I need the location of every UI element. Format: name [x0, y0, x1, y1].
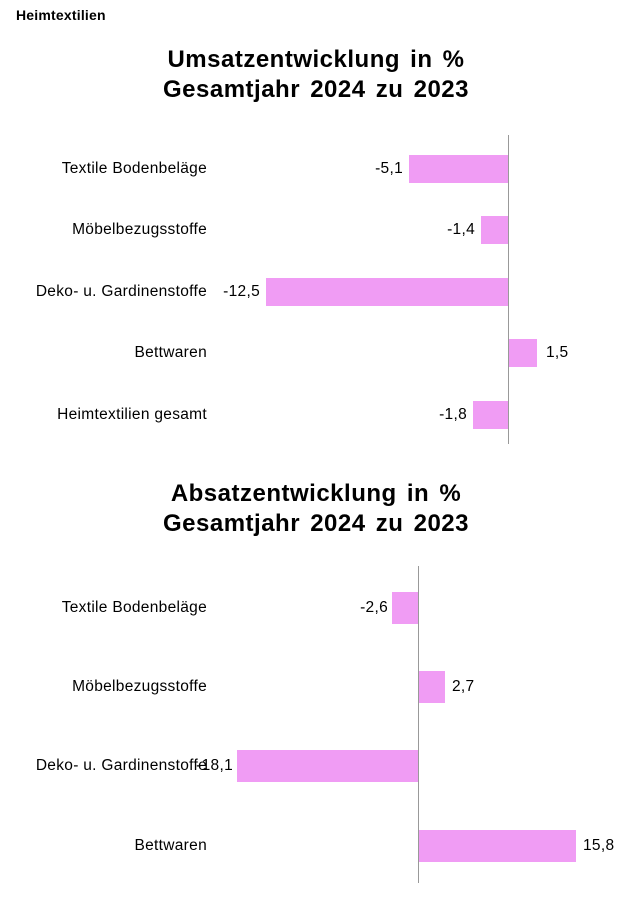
- chart-title-absatz: Absatzentwicklung in % Gesamtjahr 2024 z…: [0, 479, 632, 539]
- value-label: -5,1: [375, 160, 403, 177]
- category-label: Deko- u. Gardinenstoffe: [35, 283, 207, 300]
- bar: [418, 830, 576, 862]
- category-label: Deko- u. Gardinenstoffe: [35, 757, 207, 774]
- bar: [418, 671, 445, 703]
- chart-title-umsatz: Umsatzentwicklung in % Gesamtjahr 2024 z…: [0, 45, 632, 105]
- value-label: -2,6: [360, 599, 388, 616]
- bar: [266, 278, 508, 306]
- bar: [237, 750, 418, 782]
- category-label: Textile Bodenbeläge: [61, 599, 207, 616]
- value-label: -18,1: [196, 757, 233, 774]
- category-label: Bettwaren: [134, 344, 207, 361]
- value-label: 1,5: [546, 344, 569, 361]
- category-label: Textile Bodenbeläge: [61, 160, 207, 177]
- bar: [392, 592, 418, 624]
- category-label: Heimtextilien gesamt: [57, 406, 207, 423]
- category-label: Bettwaren: [134, 837, 207, 854]
- category-label: Möbelbezugsstoffe: [72, 221, 207, 238]
- chart-title-line: Umsatzentwicklung in %: [167, 46, 465, 73]
- chart-title-line: Absatzentwicklung in %: [170, 480, 462, 507]
- bar: [508, 339, 537, 367]
- value-label: -1,8: [439, 406, 467, 423]
- value-label: -12,5: [223, 283, 260, 300]
- y-axis-line: [418, 566, 419, 883]
- value-label: -1,4: [447, 221, 475, 238]
- value-label: 2,7: [452, 678, 475, 695]
- y-axis-line: [508, 135, 509, 444]
- bar: [481, 216, 508, 244]
- bar: [473, 401, 508, 429]
- chart-subtitle-line: Gesamtjahr 2024 zu 2023: [162, 76, 469, 103]
- bar: [409, 155, 508, 183]
- category-label: Möbelbezugsstoffe: [72, 678, 207, 695]
- chart-subtitle-line: Gesamtjahr 2024 zu 2023: [162, 510, 469, 537]
- value-label: 15,8: [583, 837, 615, 854]
- page-header: Heimtextilien: [16, 7, 106, 23]
